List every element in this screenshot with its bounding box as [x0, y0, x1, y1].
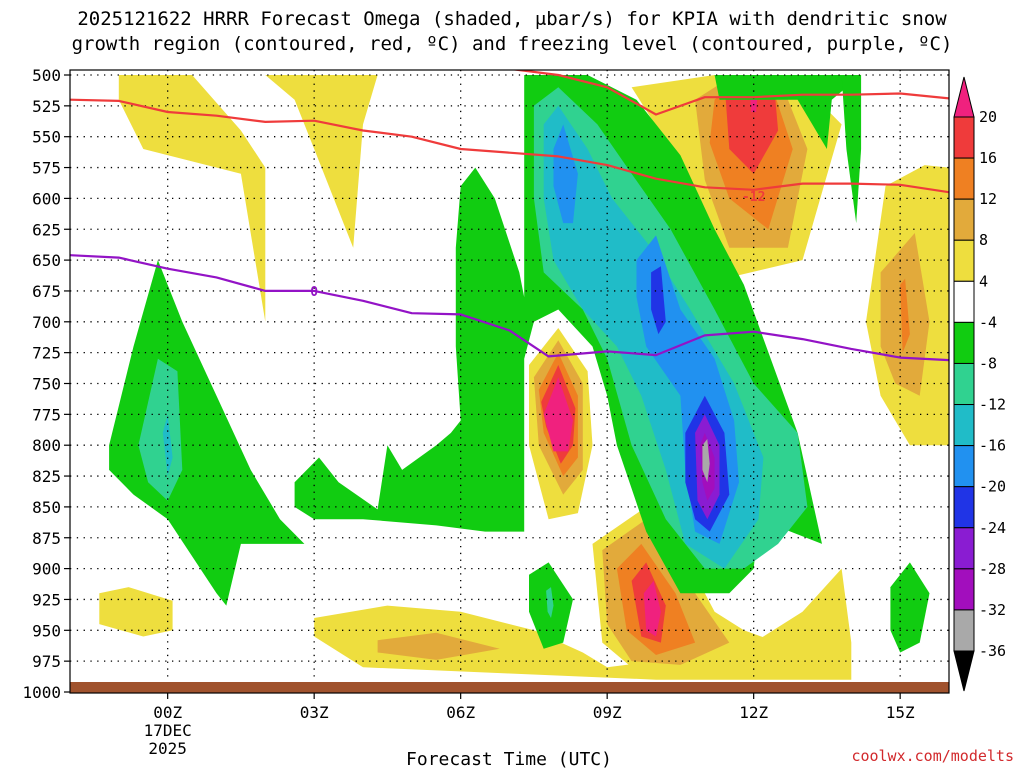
- omega-region-37: [841, 75, 862, 224]
- colorbar-segment-6: [953, 362, 975, 406]
- colorbar-label-12: -32: [979, 601, 1006, 619]
- chart-title-line-2: growth region (contoured, red, ºC) and f…: [72, 33, 953, 55]
- colorbar-label-4: 4: [979, 272, 988, 290]
- y-tick-label-20: 1000: [22, 683, 61, 702]
- x-tick-label-1: 03Z: [300, 703, 329, 722]
- colorbar-label-2: 12: [979, 190, 997, 208]
- plot-frame: [69, 69, 950, 694]
- y-tick-label-11: 775: [32, 405, 61, 424]
- colorbar-segment-7: [953, 404, 975, 447]
- x-tick-label-4: 12Z: [739, 703, 768, 722]
- y-tick-label-19: 975: [32, 652, 61, 671]
- colorbar-label-1: 16: [979, 149, 997, 167]
- colorbar-label-8: -16: [979, 437, 1006, 455]
- x-tick-date-0: 17DEC: [144, 721, 192, 740]
- omega-region-9: [900, 278, 910, 353]
- freezing-level-label: 0: [310, 285, 318, 300]
- dendritic-contour-lower: [510, 70, 949, 116]
- colorbar-segment-10: [953, 527, 975, 570]
- colorbar-segment-5: [953, 321, 975, 364]
- y-tick-label-3: 575: [32, 159, 61, 178]
- colorbar-segment-9: [953, 486, 975, 529]
- y-tick-label-9: 725: [32, 344, 61, 363]
- colorbar-label-11: -28: [979, 560, 1006, 578]
- x-axis-title: Forecast Time (UTC): [406, 749, 612, 768]
- y-tick-label-4: 600: [32, 189, 61, 208]
- colorbar-label-10: -24: [979, 519, 1006, 537]
- colorbar-segment-8: [953, 445, 975, 488]
- omega-region-0: [118, 75, 266, 322]
- chart-title-line-1: 2025121622 HRRR Forecast Omega (shaded, …: [77, 8, 947, 30]
- omega-region-24: [138, 358, 183, 501]
- colorbar-bottom-arrow: [953, 650, 975, 692]
- colorbar-label-0: 20: [979, 108, 997, 126]
- colorbar-segment-4: [953, 280, 975, 323]
- omega-region-17: [543, 377, 573, 452]
- y-tick-label-6: 650: [32, 251, 61, 270]
- omega-region-12: [377, 632, 500, 660]
- y-tick-label-16: 900: [32, 560, 61, 579]
- colorbar-label-5: -4: [979, 313, 997, 331]
- y-tick-label-14: 850: [32, 498, 61, 517]
- ground-surface-bar: [70, 682, 949, 693]
- omega-region-32: [651, 266, 666, 335]
- x-tick-label-2: 06Z: [446, 703, 475, 722]
- colorbar-label-6: -8: [979, 354, 997, 372]
- y-tick-label-5: 625: [32, 220, 61, 239]
- colorbar-label-7: -12: [979, 396, 1006, 414]
- colorbar-segment-11: [953, 568, 975, 611]
- omega-shaded-layer: [99, 75, 949, 680]
- omega-region-36: [702, 439, 710, 483]
- colorbar: 20 16 12 8 4 -4 -8 -12 -16 -20 -24 -28 -32 -36: [953, 76, 1006, 692]
- y-tick-label-12: 800: [32, 436, 61, 455]
- omega-region-40: [546, 587, 554, 618]
- source-credit[interactable]: coolwx.com/modelts: [851, 747, 1014, 765]
- y-axis: 500 525 550 575 600 625 650 675 700 725 750 775 800 8…: [22, 66, 70, 702]
- y-tick-label-1: 525: [32, 97, 61, 116]
- colorbar-label-9: -20: [979, 478, 1006, 496]
- y-tick-label-17: 925: [32, 590, 61, 609]
- y-tick-label-10: 750: [32, 375, 61, 394]
- omega-region-27: [714, 75, 862, 149]
- y-tick-label-18: 950: [32, 621, 61, 640]
- colorbar-segment-3: [953, 239, 975, 282]
- x-tick-label-3: 09Z: [593, 703, 622, 722]
- y-tick-label-2: 550: [32, 128, 61, 147]
- dendritic-contour-label: -12: [742, 190, 765, 205]
- colorbar-segment-0: [953, 116, 975, 159]
- temperature-contour-layer: -12 0: [70, 70, 949, 362]
- colorbar-segment-12: [953, 609, 975, 652]
- colorbar-segment-1: [953, 157, 975, 200]
- x-tick-label-0: 00Z: [153, 703, 182, 722]
- colorbar-top-arrow: [953, 76, 975, 118]
- y-tick-label-8: 700: [32, 313, 61, 332]
- y-tick-label-0: 500: [32, 66, 61, 85]
- dendritic-contour-upper: [70, 98, 949, 194]
- x-tick-year-0: 2025: [148, 739, 187, 758]
- y-tick-label-7: 675: [32, 282, 61, 301]
- y-tick-label-15: 875: [32, 529, 61, 548]
- freezing-level-contour: [70, 254, 949, 362]
- omega-region-23: [109, 260, 305, 606]
- y-tick-label-13: 825: [32, 467, 61, 486]
- omega-region-1: [265, 75, 378, 248]
- colorbar-segment-2: [953, 198, 975, 241]
- colorbar-label-3: 8: [979, 231, 988, 249]
- x-tick-label-5: 15Z: [886, 703, 915, 722]
- colorbar-label-13: -36: [979, 642, 1006, 660]
- omega-region-22: [643, 580, 661, 637]
